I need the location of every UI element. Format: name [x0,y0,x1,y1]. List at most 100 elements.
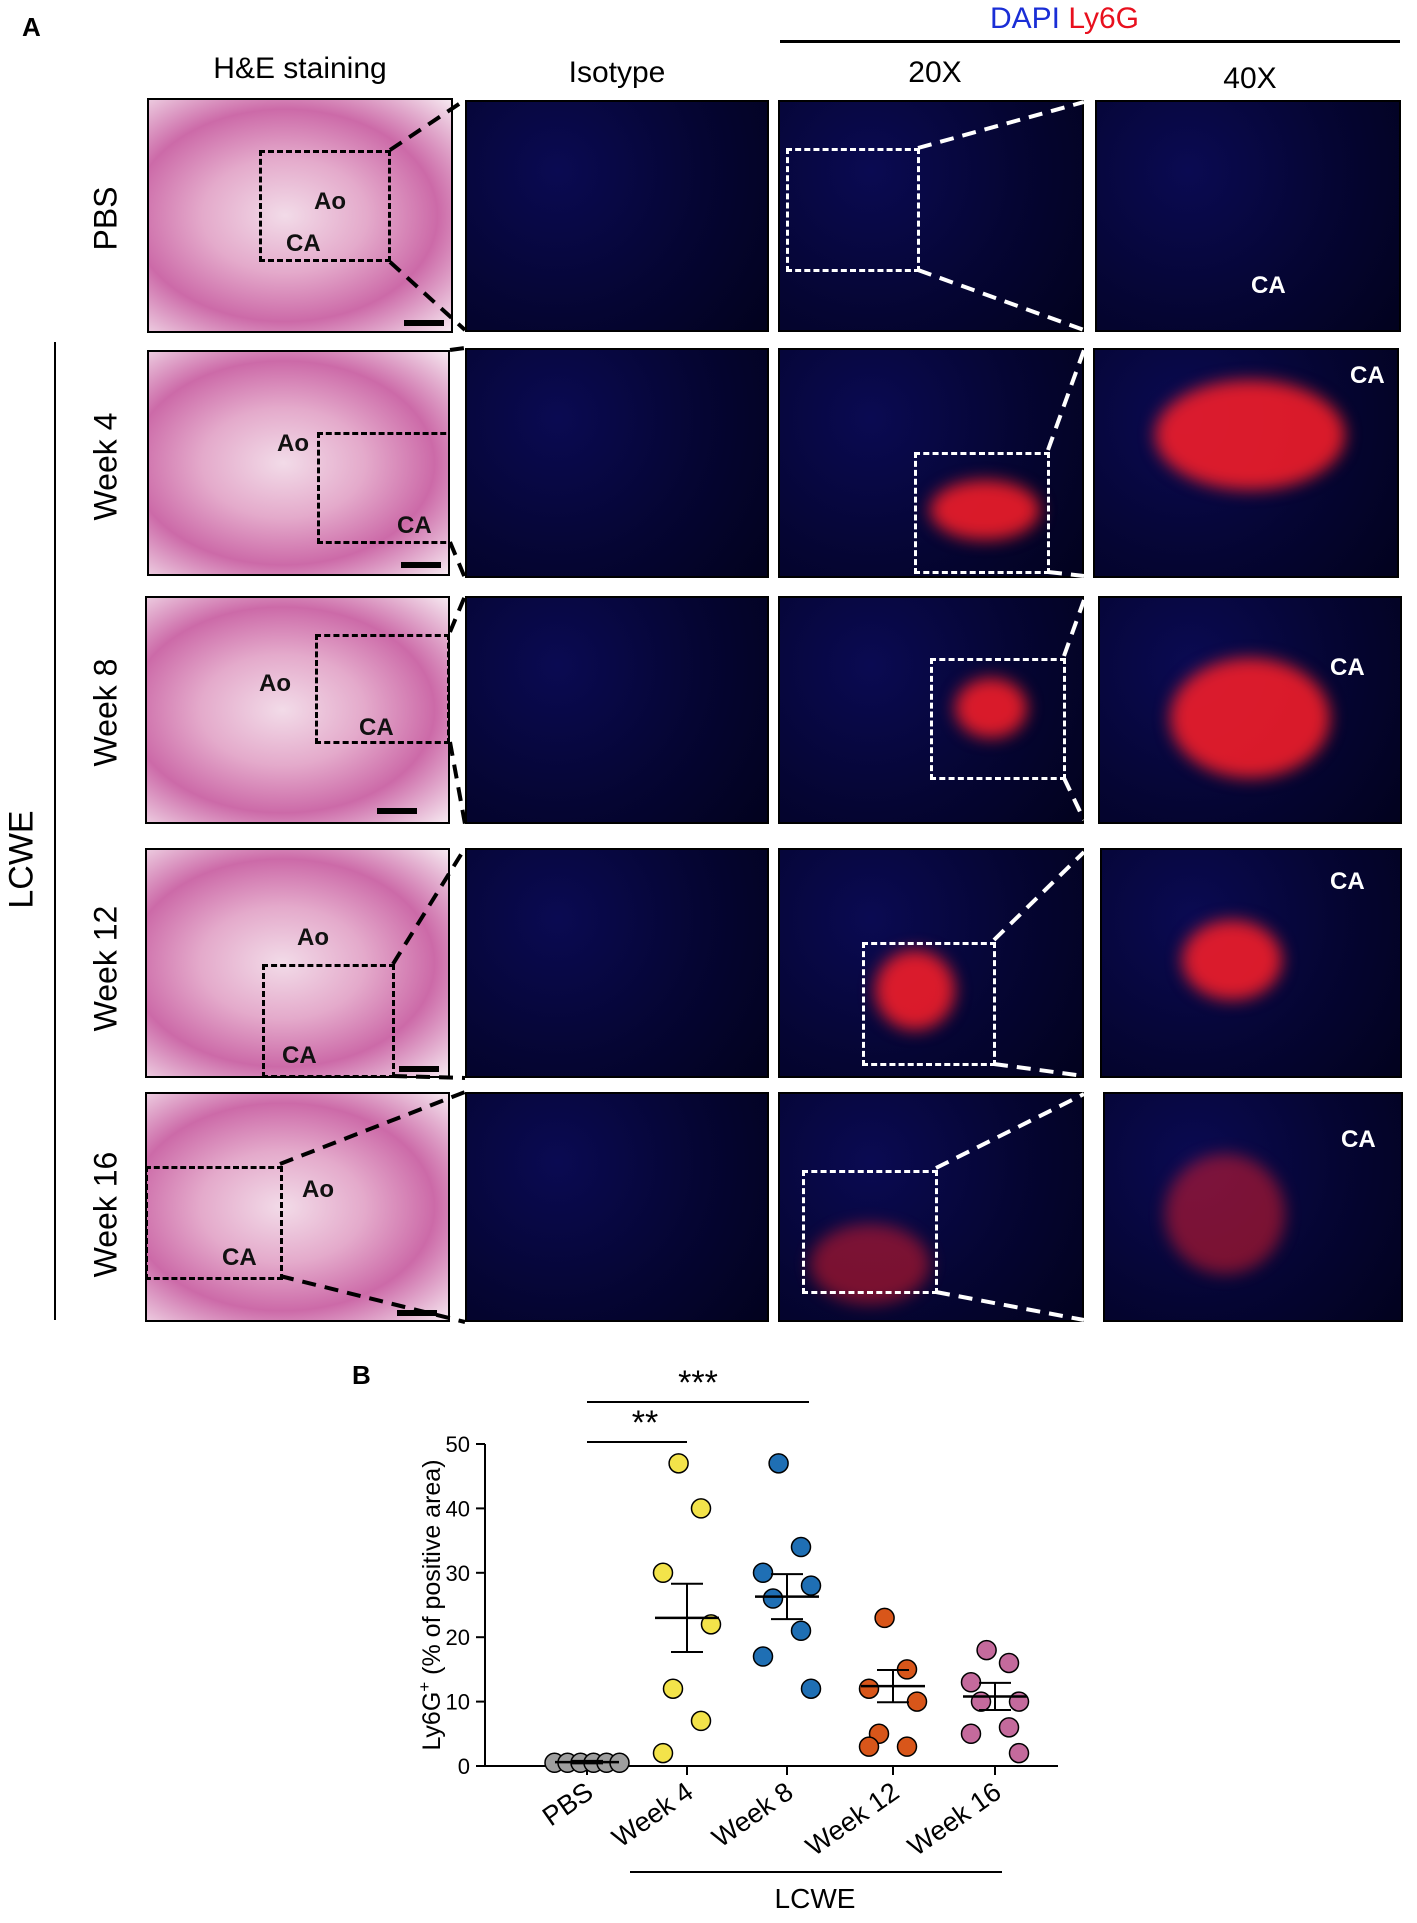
image-40x-week12: CA [1100,848,1402,1078]
image-20x-pbs [778,100,1084,332]
data-point-4-2 [960,1672,982,1693]
col-header-20x: 20X [908,56,962,89]
ca-label: CA [1330,868,1365,895]
data-point-1-2 [652,1562,674,1584]
channel-header-line [780,40,1400,43]
ao-label: Ao [297,924,329,951]
ao-label: Ao [259,670,291,697]
ca-label: CA [1330,654,1365,681]
ca-label: CA [359,714,394,741]
image-40x-week4: CA [1093,348,1399,578]
lcwe-bracket-label: LCWE [775,1883,856,1914]
data-point-2-5 [790,1620,812,1642]
data-point-1-0 [668,1453,689,1474]
data-point-3-2 [858,1678,880,1699]
data-point-2-6 [752,1646,774,1667]
data-point-2-1 [790,1536,812,1558]
image-20x-week16 [778,1092,1084,1322]
data-point-2-4 [762,1588,784,1609]
ca-label: CA [1341,1126,1376,1153]
col-header-40x: 40X [1223,62,1277,95]
ly6g-signal [1165,1154,1285,1274]
scale-bar [377,808,417,814]
x-tick-label-0: PBS [537,1776,598,1832]
data-point-3-5 [896,1736,918,1757]
y-tick-label-2: 20 [446,1625,470,1650]
zoom-box [862,942,996,1066]
zoom-box [317,432,448,544]
ly6g-signal [1182,920,1282,1000]
x-tick-label-2: Week 8 [707,1776,799,1853]
data-point-3-6 [858,1736,880,1757]
isotype-image-week4 [465,348,769,578]
data-point-4-6 [960,1723,982,1745]
image-40x-week16: CA [1103,1092,1403,1322]
image-40x-pbs: CA [1095,100,1401,332]
he-image-week4: Ao CA [147,350,450,576]
zoom-box [914,452,1050,574]
ly6g-signal [1155,380,1345,490]
ao-label: Ao [302,1176,334,1203]
ly6g-signal [1170,658,1330,778]
y-tick-label-0: 0 [458,1754,470,1779]
ca-label: CA [1251,272,1286,299]
zoom-connectors [279,98,467,1324]
panel-a-letter: A [22,12,41,42]
col-header-isotype: Isotype [568,56,666,89]
ca-label: CA [286,230,321,257]
isotype-image-week12 [465,848,769,1078]
dapi-label: DAPI [990,2,1061,35]
data-point-1-6 [652,1742,674,1764]
isotype-image-week8 [465,596,769,824]
zoom-box [786,148,920,272]
ly6g-signal [810,1224,930,1304]
col-header-he: H&E staining [213,52,387,85]
x-tick-label-3: Week 12 [800,1776,904,1861]
zoom-box [315,634,448,744]
he-image-pbs: Ao CA [147,98,453,333]
scale-bar [397,1310,437,1316]
y-tick-label-5: 50 [446,1432,470,1457]
zoom-box [930,658,1066,780]
x-tick-label-4: Week 16 [902,1776,1006,1861]
ca-label: CA [397,512,432,539]
ly6g-signal [955,678,1027,738]
ly6g-signal [930,480,1040,540]
scatter-chart: *** ** Ly6G+ (% of positive area) 0 10 20 3… [415,1364,1058,1914]
data-point-1-3 [700,1614,722,1635]
data-point-2-3 [800,1575,822,1596]
data-point-3-0 [874,1607,895,1629]
isotype-image-week16 [465,1092,769,1322]
y-tick-label-1: 10 [446,1690,470,1715]
he-image-week12: Ao CA [145,848,450,1078]
x-tick-label-1: Week 4 [607,1776,699,1853]
zoom-box [262,964,395,1076]
scale-bar [404,320,444,326]
data-point-2-0 [768,1453,789,1474]
image-20x-week8 [778,596,1084,824]
zoom-box [259,150,391,262]
scale-bar [401,562,441,568]
scale-bar [399,1066,439,1072]
lcwe-group-line [54,342,56,1320]
sig-stars-left: ** [632,1404,658,1442]
ca-label: CA [282,1042,317,1069]
data-point-4-3 [1008,1691,1030,1712]
data-point-4-5 [998,1717,1020,1738]
isotype-image-pbs [465,100,769,332]
ly6g-label: Ly6G [1068,2,1139,35]
zoom-box [802,1170,938,1294]
panel-b-letter: B [352,1360,371,1390]
image-20x-week12 [778,848,1084,1078]
data-point-3-3 [906,1691,928,1712]
y-tick-label-3: 30 [446,1561,470,1586]
data-point-4-1 [998,1652,1020,1674]
data-point-2-2 [752,1562,774,1584]
ca-label: CA [222,1244,257,1271]
data-point-4-7 [1008,1742,1030,1764]
data-point-1-1 [690,1498,712,1519]
data-point-4-0 [976,1639,997,1661]
y-axis-label: Ly6G+ (% of positive area) [415,1459,446,1750]
he-image-week16: Ao CA [145,1092,450,1322]
ao-label: Ao [277,430,309,457]
